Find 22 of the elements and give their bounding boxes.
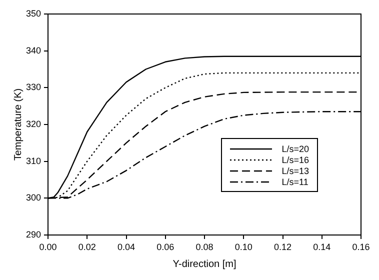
- x-tick-label: 0.12: [274, 242, 292, 252]
- y-tick-label: 350: [26, 8, 41, 18]
- legend-label: L/s=20: [282, 144, 309, 154]
- y-tick-label: 310: [26, 156, 41, 166]
- x-tick-label: 0.06: [156, 242, 174, 252]
- x-tick-label: 0.00: [39, 242, 57, 252]
- x-tick-label: 0.16: [352, 242, 370, 252]
- x-tick-label: 0.08: [196, 242, 214, 252]
- x-tick-label: 0.04: [117, 242, 136, 252]
- y-axis-title: Temperature (K): [12, 88, 24, 161]
- x-tick-label: 0.14: [313, 242, 331, 252]
- legend-label: L/s=16: [282, 154, 309, 164]
- y-tick-label: 320: [26, 118, 41, 129]
- y-tick-label: 340: [26, 45, 41, 56]
- legend-label: L/s=11: [282, 176, 308, 186]
- x-tick-label: 0.10: [234, 242, 252, 252]
- x-axis-title: Y-direction [m]: [172, 258, 236, 270]
- y-tick-label: 300: [26, 192, 41, 203]
- y-tick-label: 290: [26, 229, 41, 240]
- y-tick-label: 330: [26, 82, 41, 92]
- legend-label: L/s=13: [282, 166, 309, 176]
- x-tick-label: 0.02: [78, 242, 96, 252]
